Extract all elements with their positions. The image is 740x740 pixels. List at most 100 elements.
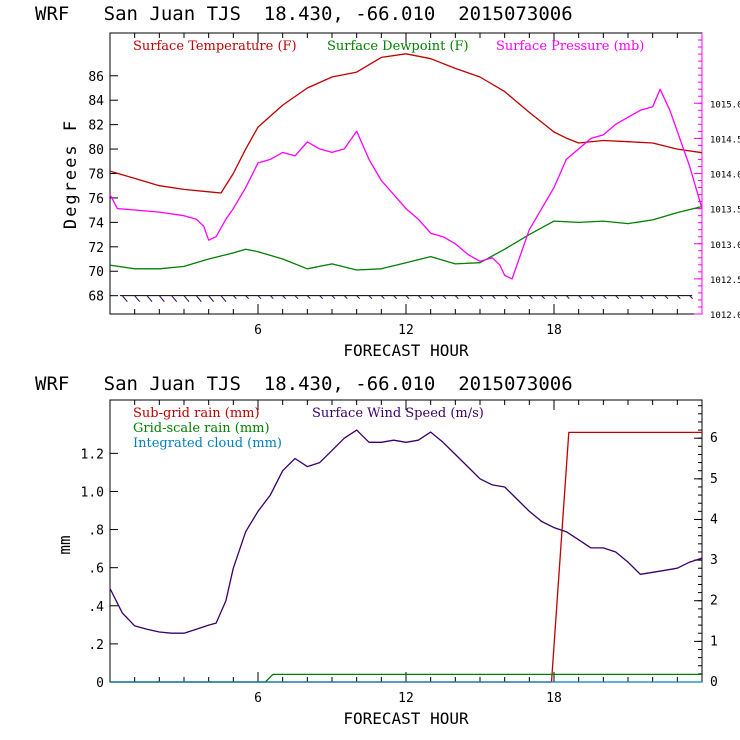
y-tick-label: .6	[88, 562, 104, 577]
wind-barb	[479, 295, 484, 300]
wind-barb	[134, 295, 141, 302]
wind-barb	[380, 295, 385, 300]
panel2-x-axis-label: FORECAST HOUR	[343, 709, 469, 728]
wind-barb	[121, 295, 128, 302]
panel2-title: WRF San Juan TJS 18.430, -66.010 2015073…	[35, 373, 573, 395]
surface-pressure-line	[109, 88, 703, 280]
wind-barb	[590, 295, 595, 300]
wind-barb	[158, 295, 165, 302]
wind-barb	[652, 295, 657, 300]
wind-barb	[639, 295, 644, 300]
wind-barb	[245, 295, 250, 300]
wind-barb	[356, 295, 361, 300]
wind-barb	[146, 295, 153, 302]
panel1-x-axis-label: FORECAST HOUR	[343, 341, 469, 360]
x-tick-label: 18	[546, 691, 562, 706]
x-tick-label: 12	[398, 323, 414, 338]
y-tick-label: 74	[88, 216, 104, 231]
wind-barb	[232, 295, 237, 300]
panel1-right-ticks: 1012.0 1012.5 1013.0 1013.5 1014.0 1014.5 1015…	[694, 39, 740, 321]
y2-tick-label: 2	[710, 594, 718, 609]
y2-tick-label: 1012.5	[710, 276, 740, 286]
precipitation-panel: WRF San Juan TJS 18.430, -66.010 2015073…	[35, 373, 718, 728]
y2-tick-label: 1014.5	[710, 135, 740, 145]
y-tick-label: .4	[88, 600, 104, 615]
y2-tick-label: 1	[710, 634, 718, 649]
y-tick-label: 72	[88, 241, 104, 256]
y-tick-label: 86	[88, 70, 104, 85]
wind-barb	[405, 295, 410, 300]
panel1-y-ticks: 68 70 72 74 76 78 80 82 84 86	[88, 70, 118, 305]
y-tick-label: 84	[88, 94, 104, 109]
wind-barb	[565, 295, 570, 300]
wind-barb	[541, 295, 546, 300]
y-tick-label: 76	[88, 192, 104, 207]
surface-temperature-line	[109, 53, 703, 194]
wind-barb	[615, 295, 620, 300]
panel1-x-ticks: 6 12 18	[134, 33, 678, 338]
legend-surface-pressure: Surface Pressure (mb)	[496, 39, 644, 54]
panel2-series	[109, 429, 703, 683]
y2-tick-label: 1015.0	[710, 100, 740, 110]
wind-barb	[553, 295, 558, 300]
y2-tick-label: 6	[710, 431, 718, 446]
y2-tick-label: 1014.0	[710, 171, 740, 181]
panel1-y-axis-label: Degrees F	[61, 119, 81, 229]
y-tick-label: .8	[88, 524, 104, 539]
wind-barb	[183, 295, 190, 302]
wind-barb	[294, 295, 299, 300]
wind-barb	[602, 295, 607, 300]
y2-tick-label: 1012.0	[710, 311, 740, 321]
legend-surface-wind-speed: Surface Wind Speed (m/s)	[312, 406, 484, 421]
wind-barb	[627, 295, 632, 300]
x-tick-label: 18	[546, 323, 562, 338]
wind-barbs	[119, 295, 694, 302]
legend-surface-dewpoint: Surface Dewpoint (F)	[327, 39, 469, 54]
wind-barb	[220, 295, 227, 302]
y-tick-label: 1.0	[81, 485, 104, 500]
legend-surface-temperature: Surface Temperature (F)	[133, 39, 297, 54]
legend-gridscale-rain: Grid-scale rain (mm)	[133, 421, 270, 436]
wind-barb	[319, 295, 324, 300]
x-tick-label: 12	[398, 691, 414, 706]
wind-barb	[516, 295, 521, 300]
wind-barb	[528, 295, 533, 300]
y2-tick-label: 1013.5	[710, 206, 740, 216]
wind-barb	[676, 295, 681, 300]
wind-barb	[578, 295, 583, 300]
y-tick-label: 1.2	[81, 447, 104, 462]
legend-subgrid-rain: Sub-grid rain (mm)	[133, 406, 260, 421]
surface-wind-speed-line	[109, 429, 703, 634]
y-tick-label: 82	[88, 119, 104, 134]
wind-barb	[491, 295, 496, 300]
wind-barb	[208, 295, 215, 302]
wind-barb	[171, 295, 178, 302]
wind-barb	[504, 295, 509, 300]
wind-barb	[282, 295, 287, 300]
y-tick-label: .2	[88, 638, 104, 653]
y-tick-label: 78	[88, 168, 104, 183]
wind-barb	[257, 295, 262, 300]
wind-barb	[442, 295, 447, 300]
wind-barb	[368, 295, 373, 300]
y-tick-label: 68	[88, 290, 104, 305]
wind-barb	[306, 295, 311, 300]
panel2-y-ticks: 0 .2 .4 .6 .8 1.0 1.2	[81, 447, 118, 691]
y2-tick-label: 3	[710, 553, 718, 568]
y-tick-label: 0	[96, 676, 104, 691]
x-tick-label: 6	[254, 323, 262, 338]
wind-barb	[454, 295, 459, 300]
x-tick-label: 6	[254, 691, 262, 706]
legend-integrated-cloud: Integrated cloud (mm)	[133, 436, 282, 451]
panel1-title: WRF San Juan TJS 18.430, -66.010 2015073…	[35, 3, 573, 25]
wind-barb	[467, 295, 472, 300]
panel1-series	[109, 53, 703, 280]
y2-tick-label: 4	[710, 512, 718, 527]
y2-tick-label: 5	[710, 472, 718, 487]
wind-barb	[664, 295, 669, 300]
wind-barb	[331, 295, 336, 300]
surface-dewpoint-line	[109, 205, 703, 271]
temperature-panel: WRF San Juan TJS 18.430, -66.010 2015073…	[35, 3, 740, 360]
